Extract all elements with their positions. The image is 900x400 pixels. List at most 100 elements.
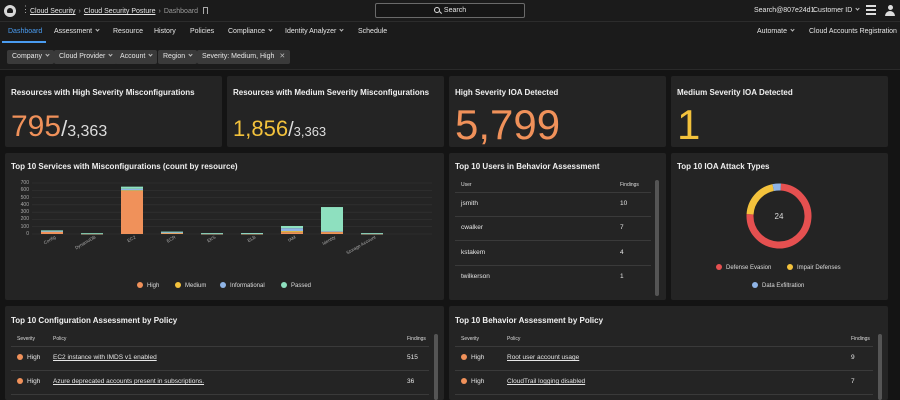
kpi-value: 1 bbox=[677, 104, 700, 146]
col-policy: Policy bbox=[507, 336, 521, 342]
user-name[interactable]: jsmith bbox=[461, 200, 478, 207]
policy-findings: 9 bbox=[851, 354, 855, 361]
user-name[interactable]: twilkerson bbox=[461, 273, 490, 280]
col-policy: Policy bbox=[53, 336, 67, 342]
kpi-title: Medium Severity IOA Detected bbox=[677, 88, 793, 97]
chevron-down-icon bbox=[790, 27, 795, 32]
y-tick-label: 700 bbox=[20, 180, 29, 186]
legend-data-exfiltration-swatch bbox=[752, 282, 758, 288]
tab-identity-analyzer[interactable]: Identity Analyzer bbox=[285, 27, 344, 35]
user-account-menu[interactable]: Search@807e24d1 bbox=[754, 7, 814, 14]
tab-history[interactable]: History bbox=[154, 28, 176, 35]
config-policy-card: Top 10 Configuration Assessment by Polic… bbox=[5, 306, 444, 400]
chevron-down-icon bbox=[45, 52, 50, 57]
severity-dot bbox=[17, 378, 23, 384]
severity-label: High bbox=[471, 354, 485, 361]
scrollbar[interactable] bbox=[878, 334, 882, 400]
tab-cloud-accounts-registration[interactable]: Cloud Accounts Registration bbox=[809, 28, 897, 35]
breadcrumb-cloud-security[interactable]: Cloud Security bbox=[30, 8, 76, 15]
legend-passed[interactable]: Passed bbox=[281, 282, 311, 289]
user-findings: 10 bbox=[620, 200, 628, 207]
col-severity: Severity bbox=[461, 336, 480, 342]
policy-link[interactable]: Azure deprecated accounts present in sub… bbox=[53, 378, 205, 385]
tab-policies[interactable]: Policies bbox=[190, 28, 215, 35]
kpi-value: 795/3,363 bbox=[11, 112, 107, 142]
tab-schedule[interactable]: Schedule bbox=[358, 28, 388, 35]
policy-link[interactable]: Root user account usage bbox=[507, 354, 580, 361]
filter-severity[interactable]: Severity: Medium, High ✕ bbox=[197, 50, 291, 64]
y-tick-label: 400 bbox=[20, 201, 29, 208]
tab-assessment[interactable]: Assessment bbox=[54, 27, 100, 35]
legend-data-exfiltration[interactable]: Data Exfiltration bbox=[752, 282, 804, 289]
kpi-title: High Severity IOA Detected bbox=[455, 88, 559, 97]
tab-compliance[interactable]: Compliance bbox=[228, 27, 273, 35]
kpi-value: 1,856/3,363 bbox=[233, 118, 327, 141]
top-bar: ⋮ Cloud Security › Cloud Security Posture ›… bbox=[0, 0, 900, 22]
services-chart-title: Top 10 Services with Misconfigurations (… bbox=[11, 162, 238, 171]
filter-region[interactable]: Region bbox=[158, 50, 198, 64]
search-button[interactable]: Search bbox=[375, 3, 525, 18]
filter-account[interactable]: Account bbox=[115, 50, 158, 64]
y-tick-label: 200 bbox=[20, 216, 29, 223]
kpi-divider: / bbox=[288, 119, 294, 141]
policy-findings: 515 bbox=[407, 354, 418, 361]
layout-icon[interactable] bbox=[866, 5, 876, 15]
kpi-total: 3,363 bbox=[293, 124, 327, 139]
severity-badge: High bbox=[461, 354, 484, 361]
breadcrumb-cloud-security-posture[interactable]: Cloud Security Posture bbox=[83, 8, 156, 15]
chevron-down-icon bbox=[95, 27, 100, 32]
policy-link[interactable]: EC2 instance with IMDS v1 enabled bbox=[53, 354, 157, 361]
legend-informational[interactable]: Informational bbox=[220, 282, 265, 289]
user-name: Search@807e24d1 bbox=[754, 7, 815, 14]
kpi-divider: / bbox=[61, 116, 68, 141]
legend-defense-evasion[interactable]: Defense Evasion bbox=[716, 264, 771, 271]
divider bbox=[455, 240, 651, 241]
tab-dashboard[interactable]: Dashboard bbox=[8, 28, 43, 35]
tab-automate[interactable]: Automate bbox=[757, 27, 795, 35]
user-name[interactable]: kstakem bbox=[461, 249, 486, 256]
user-findings: 7 bbox=[620, 224, 624, 231]
chevron-right-icon: › bbox=[158, 8, 161, 15]
tab-compliance-label: Compliance bbox=[228, 28, 265, 35]
filter-company[interactable]: Company bbox=[7, 50, 54, 64]
severity-label: High bbox=[471, 378, 485, 385]
policy-link[interactable]: CloudTrail logging disabled bbox=[507, 378, 586, 385]
customer-id-dropdown[interactable]: Customer ID bbox=[813, 6, 860, 14]
legend-informational-label: Informational bbox=[230, 283, 265, 289]
kpi-total: 3,363 bbox=[67, 123, 108, 140]
divider bbox=[11, 346, 429, 347]
behavior-policy-title: Top 10 Behavior Assessment by Policy bbox=[455, 316, 604, 325]
user-name[interactable]: cwalker bbox=[461, 224, 484, 231]
more-vertical-icon[interactable]: ⋮ bbox=[21, 4, 30, 14]
tab-automate-label: Automate bbox=[757, 28, 787, 35]
breadcrumb-dashboard: Dashboard bbox=[163, 8, 199, 15]
legend-defense-evasion-swatch bbox=[716, 264, 722, 270]
kpi-number: 795 bbox=[11, 110, 62, 143]
profile-icon[interactable] bbox=[885, 5, 895, 16]
kpi-card-medium-misconfig: Resources with Medium Severity Misconfig… bbox=[227, 76, 444, 147]
divider bbox=[11, 394, 429, 395]
config-policy-title: Top 10 Configuration Assessment by Polic… bbox=[11, 316, 178, 325]
breadcrumb: Cloud Security › Cloud Security Posture › Da… bbox=[30, 7, 209, 15]
tab-identity-analyzer-label: Identity Analyzer bbox=[285, 28, 337, 35]
policy-findings: 7 bbox=[851, 378, 855, 385]
tab-resource[interactable]: Resource bbox=[113, 28, 143, 35]
severity-badge: High bbox=[461, 378, 484, 385]
filter-severity-label: Severity: Medium, High bbox=[202, 53, 275, 60]
scrollbar[interactable] bbox=[655, 180, 659, 296]
cloud-logo-icon[interactable] bbox=[4, 5, 16, 17]
severity-label: High bbox=[27, 378, 41, 385]
severity-label: High bbox=[27, 354, 41, 361]
divider bbox=[11, 370, 429, 371]
filter-cloud-provider[interactable]: Cloud Provider bbox=[54, 50, 118, 64]
active-tab-indicator bbox=[2, 41, 46, 43]
close-icon[interactable]: ✕ bbox=[279, 53, 286, 60]
y-tick-label: 0 bbox=[26, 231, 29, 237]
legend-impair-defenses[interactable]: Impair Defenses bbox=[787, 264, 841, 271]
bookmark-icon[interactable] bbox=[203, 7, 209, 14]
scrollbar[interactable] bbox=[434, 334, 438, 400]
legend-medium-label: Medium bbox=[185, 283, 207, 289]
legend-high[interactable]: High bbox=[137, 282, 159, 289]
legend-medium[interactable]: Medium bbox=[175, 282, 206, 289]
col-findings: Findings bbox=[407, 336, 426, 342]
